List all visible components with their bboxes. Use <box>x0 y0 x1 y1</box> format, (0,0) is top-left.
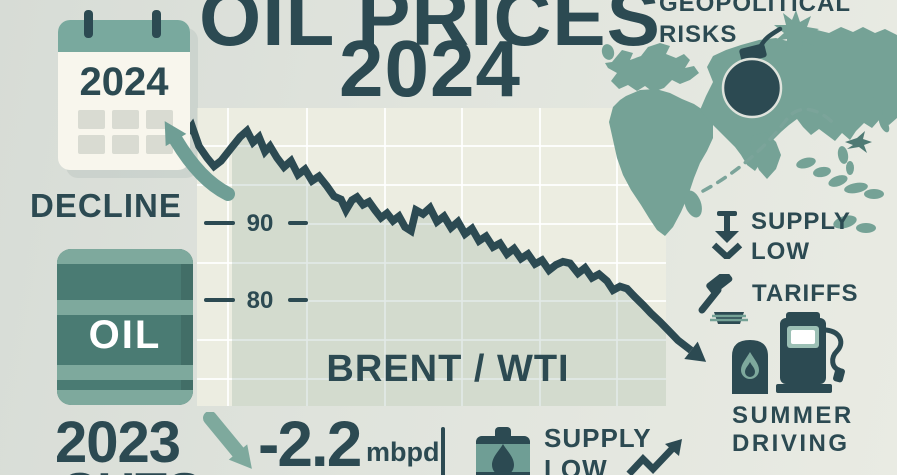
fuel-canister-icon <box>732 340 768 394</box>
map-india <box>750 132 781 179</box>
summer-driving-label: SUMMER DRIVING <box>732 402 854 457</box>
map-uk <box>601 44 615 60</box>
cuts-label: CUTS <box>60 462 202 475</box>
oil-barrel-label: OIL <box>88 313 162 357</box>
map-japan <box>869 96 883 120</box>
tariffs-label: TARIFFS <box>752 280 859 307</box>
small-barrel-icon <box>476 427 530 475</box>
ytick-80: 80 <box>204 287 308 315</box>
page-title-line2: 2024 <box>339 24 521 113</box>
trend-up-arrow-icon <box>626 439 682 475</box>
cuts-decline-arrow-icon <box>203 412 252 469</box>
ytick-90: 90 <box>204 210 308 238</box>
bomb-icon <box>721 10 819 119</box>
spark-star-icon <box>774 10 819 53</box>
production-cut-value: -2.2 <box>258 408 362 475</box>
production-cut-unit: mbpd <box>366 437 440 467</box>
calendar-ring <box>84 10 93 38</box>
gas-pump-icon <box>776 312 845 393</box>
geopolitical-risks-label: GEOPOLITICAL RISKS <box>659 0 851 50</box>
calendar-cells <box>78 110 173 154</box>
geo-line2: RISKS <box>659 21 738 48</box>
series-label: BRENT / WTI <box>326 348 570 390</box>
bomb-body <box>721 57 783 119</box>
route-dashes <box>701 107 838 193</box>
oil-droplet-icon <box>492 444 514 475</box>
calendar-ring <box>152 10 161 38</box>
page-title-line1: OIL PRICES <box>199 0 661 62</box>
geo-line1: GEOPOLITICAL <box>659 0 851 17</box>
decline-label: DECLINE <box>30 187 182 224</box>
supply-down-arrow-icon <box>711 211 743 259</box>
map-europe <box>605 43 699 92</box>
calendar-year: 2024 <box>79 60 169 104</box>
divider <box>441 427 445 475</box>
plane-icon <box>845 131 872 153</box>
map-africa <box>609 89 713 236</box>
arrow-to-calendar-icon <box>164 121 235 201</box>
map-madagascar <box>684 190 702 218</box>
supply-low-bottom-label: SUPPLY LOW <box>544 423 652 475</box>
calendar-header <box>58 20 190 52</box>
oil-barrel-icon: OIL <box>57 249 193 405</box>
bomb-cap <box>739 43 767 63</box>
gavel-icon <box>698 274 748 324</box>
supply-low-label: SUPPLY LOW <box>751 208 851 265</box>
cuts-year-label: 2023 <box>55 410 181 475</box>
calendar-icon: 2024 <box>58 10 190 170</box>
